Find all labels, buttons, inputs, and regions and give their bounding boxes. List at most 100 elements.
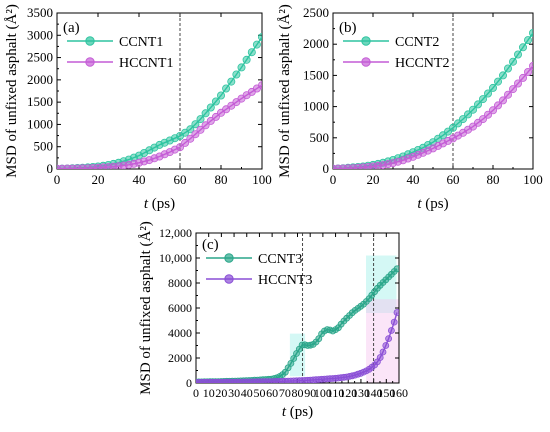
data-point-ccnt2 (463, 110, 472, 119)
data-point-ccnt2 (519, 43, 528, 52)
data-point-ccnt3 (393, 265, 399, 273)
y-tick-label: 0 (323, 161, 330, 176)
x-axis-label: t (ps) (144, 196, 175, 212)
data-point-hccnt1 (258, 81, 262, 90)
legend-marker-ccnt1 (85, 36, 95, 46)
y-tick-label: 8000 (168, 276, 192, 290)
x-tick-label: 150 (377, 386, 395, 400)
data-point-hccnt2 (524, 68, 533, 77)
x-tick-label: 80 (487, 172, 500, 187)
x-axis-unit: (ps) (148, 196, 175, 212)
x-tick-label: 60 (174, 172, 187, 187)
y-tick-label: 2500 (303, 5, 329, 20)
x-tick-label: 10 (203, 386, 215, 400)
y-tick-label: 2000 (168, 351, 192, 365)
legend-label-ccnt2: CCNT2 (395, 35, 439, 50)
data-point-ccnt2 (453, 119, 462, 128)
data-point-ccnt1 (222, 84, 231, 93)
data-point-ccnt1 (232, 70, 241, 79)
x-tick-label: 40 (133, 172, 146, 187)
data-point-hccnt1 (186, 134, 195, 143)
x-tick-label: 40 (407, 172, 420, 187)
x-tick-label: 60 (447, 172, 460, 187)
data-point-ccnt2 (498, 71, 507, 80)
x-tick-label: 0 (54, 172, 61, 187)
x-tick-label: 0 (193, 386, 199, 400)
series-line-hccnt2 (333, 65, 533, 169)
data-point-ccnt2 (503, 64, 512, 73)
data-point-hccnt1 (191, 130, 200, 139)
x-tick-label: 0 (330, 172, 337, 187)
data-point-hccnt2 (508, 85, 517, 94)
data-point-ccnt1 (191, 120, 200, 129)
data-point-hccnt3 (385, 335, 393, 343)
data-point-ccnt2 (493, 77, 502, 86)
legend-label-ccnt3: CCNT3 (258, 252, 302, 267)
legend-label-hccnt1: HCCNT1 (119, 56, 173, 71)
chart-panel-2: 0 20 40 60 80 10005001000150020002500(b)CCNT2… (277, 4, 543, 212)
data-point-ccnt1 (252, 40, 261, 49)
data-point-hccnt1 (181, 138, 190, 147)
data-point-hccnt3 (382, 342, 390, 349)
y-tick-label: 10,000 (159, 251, 192, 265)
data-point-ccnt1 (206, 103, 215, 112)
legend-label-ccnt1: CCNT1 (119, 35, 163, 50)
panel-label: (a) (63, 20, 80, 36)
data-point-hccnt2 (488, 106, 497, 115)
data-point-hccnt2 (483, 110, 492, 119)
x-tick-label: 20 (215, 386, 227, 400)
data-point-ccnt1 (247, 48, 256, 57)
y-axis-label: MSD of unfixed asphalt (Å²) (138, 221, 154, 395)
data-point-ccnt1 (242, 55, 251, 64)
x-tick-label: 90 (304, 386, 316, 400)
data-point-ccnt1 (201, 109, 210, 118)
data-point-ccnt1 (258, 33, 262, 42)
x-tick-label: 70 (279, 386, 291, 400)
x-axis-variable: t (417, 196, 422, 212)
data-point-ccnt2 (524, 36, 533, 45)
x-tick-label: 40 (241, 386, 253, 400)
y-tick-label: 0 (47, 161, 54, 176)
legend-marker-hccnt2 (361, 57, 371, 67)
data-point-ccnt1 (237, 63, 246, 72)
data-point-ccnt1 (186, 125, 195, 134)
x-tick-label: 20 (92, 172, 105, 187)
legend-marker-ccnt3 (224, 253, 234, 263)
x-tick-label: 100 (523, 172, 543, 187)
x-tick-label: 30 (228, 386, 240, 400)
data-point-ccnt2 (514, 50, 523, 59)
data-point-ccnt2 (458, 115, 467, 124)
data-point-hccnt2 (493, 101, 502, 110)
data-point-ccnt1 (227, 77, 236, 86)
panel-label: (b) (339, 20, 357, 36)
data-point-ccnt2 (473, 100, 482, 109)
data-point-hccnt3 (393, 309, 399, 316)
y-axis-label: MSD of unfixed asphalt (Å²) (277, 4, 293, 178)
x-axis-variable: t (282, 404, 287, 420)
data-point-hccnt2 (514, 79, 523, 88)
y-tick-label: 1500 (303, 67, 329, 82)
y-tick-label: 2500 (27, 50, 53, 65)
data-point-hccnt2 (498, 96, 507, 105)
data-point-hccnt3 (376, 354, 384, 361)
x-tick-label: 20 (367, 172, 380, 187)
data-point-ccnt1 (216, 91, 225, 100)
x-tick-label: 60 (266, 386, 278, 400)
legend-marker-ccnt2 (361, 36, 371, 46)
x-tick-label: 80 (292, 386, 304, 400)
data-point-hccnt1 (201, 121, 210, 130)
y-axis-label: MSD of unfixed asphalt (Å²) (4, 4, 20, 178)
x-axis-unit: (ps) (286, 404, 313, 420)
y-tick-label: 3500 (27, 5, 53, 20)
x-tick-label: 120 (339, 386, 357, 400)
y-tick-label: 3000 (27, 27, 53, 42)
y-tick-label: 0 (186, 376, 192, 390)
data-point-ccnt1 (211, 97, 220, 106)
data-point-hccnt2 (519, 73, 528, 82)
data-point-hccnt3 (387, 327, 395, 334)
data-point-hccnt3 (379, 348, 387, 356)
y-tick-label: 12,000 (159, 226, 192, 240)
data-point-ccnt1 (196, 115, 205, 124)
data-point-ccnt2 (448, 123, 457, 132)
